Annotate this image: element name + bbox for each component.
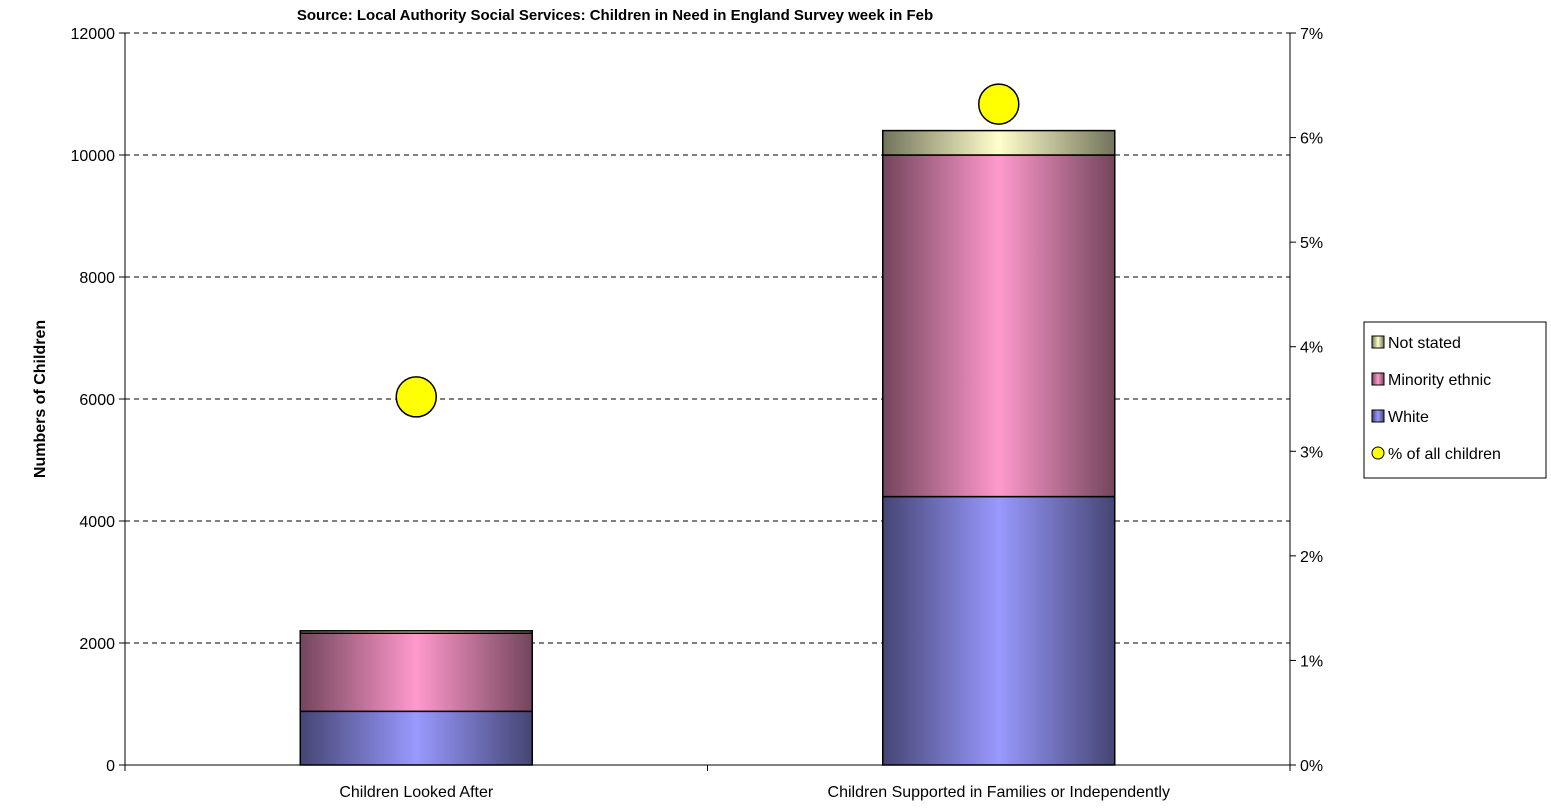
- percent-marker: [978, 83, 1020, 125]
- bar-segment: [882, 129, 1116, 156]
- bar-segment: [882, 154, 1116, 498]
- y2-tick-label: 5%: [1300, 235, 1323, 252]
- y-tick-label: 2000: [79, 636, 115, 653]
- y-tick-label: 0: [106, 758, 115, 775]
- legend-label: White: [1388, 409, 1429, 426]
- y2-tick-label: 2%: [1300, 549, 1323, 566]
- legend-marker: [1371, 446, 1385, 460]
- x-tick-label: Children Looked After: [339, 784, 494, 801]
- y-tick-label: 8000: [79, 270, 115, 287]
- y-axis-ticks: 0 2000 4000 6000 8000 10000 12000: [71, 26, 125, 775]
- y2-tick-label: 3%: [1300, 444, 1323, 461]
- legend-swatch: [1371, 335, 1385, 349]
- chart-title: Source: Local Authority Social Services:…: [297, 7, 933, 24]
- y2-tick-label: 1%: [1300, 653, 1323, 670]
- y2-tick-label: 7%: [1300, 26, 1323, 43]
- y2-tick-label: 4%: [1300, 340, 1323, 357]
- legend-label: Not stated: [1388, 335, 1461, 352]
- percent-markers: [395, 83, 1020, 418]
- bar-segment: [299, 710, 533, 766]
- percent-marker: [395, 376, 437, 418]
- y2-tick-label: 0%: [1300, 758, 1323, 775]
- legend-label: % of all children: [1388, 446, 1501, 463]
- bar-segment: [882, 495, 1116, 766]
- y-axis-label: Numbers of Children: [32, 320, 49, 478]
- bars: [299, 129, 1116, 766]
- x-axis-categories: Children Looked After Children Supported …: [339, 784, 1170, 801]
- legend-label: Minority ethnic: [1388, 372, 1491, 389]
- y-tick-label: 4000: [79, 514, 115, 531]
- x-tick-label: Children Supported in Families or Indepe…: [828, 784, 1170, 801]
- y2-axis-ticks: 0% 1% 2% 3% 4% 5% 6% 7%: [1290, 26, 1323, 775]
- y-tick-label: 6000: [79, 392, 115, 409]
- legend-swatch: [1371, 409, 1385, 423]
- bar-segment: [299, 630, 533, 634]
- bar-segment: [299, 632, 533, 713]
- legend-swatch: [1371, 372, 1385, 386]
- legend-box: [1363, 321, 1547, 479]
- legend: Not stated Minority ethnic White % of all c…: [1363, 321, 1547, 479]
- y-tick-label: 10000: [71, 148, 116, 165]
- y-tick-label: 12000: [71, 26, 116, 43]
- y2-tick-label: 6%: [1300, 131, 1323, 148]
